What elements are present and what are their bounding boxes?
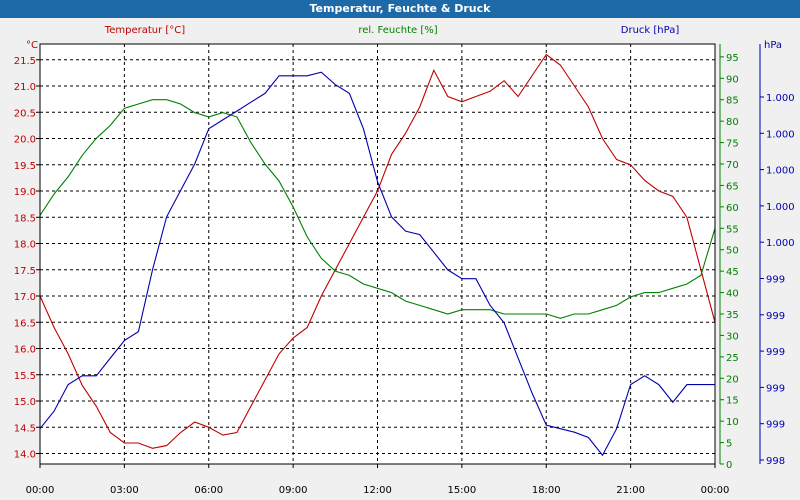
pressure-unit-label: hPa bbox=[764, 40, 782, 51]
pressure-tick-label: 1.000 bbox=[766, 93, 795, 104]
temp-unit-label: °C bbox=[26, 40, 38, 51]
humidity-tick-label: 95 bbox=[726, 53, 739, 64]
x-tick-time: 15:00 bbox=[447, 485, 476, 496]
axis-labels: °C Temperatur [°C] rel. Feuchte [%] Druck [… bbox=[26, 25, 782, 51]
pressure-tick-label: 1.000 bbox=[766, 238, 795, 249]
temp-tick-label: 21.0 bbox=[14, 82, 36, 93]
humidity-tick-label: 50 bbox=[726, 246, 739, 257]
humidity-tick-label: 15 bbox=[726, 396, 739, 407]
temp-tick-label: 18.0 bbox=[14, 240, 36, 251]
x-tick-time: 18:00 bbox=[532, 485, 561, 496]
humidity-tick-label: 25 bbox=[726, 353, 739, 364]
humidity-axis-title: rel. Feuchte [%] bbox=[358, 25, 437, 36]
humidity-tick-label: 10 bbox=[726, 417, 739, 428]
humidity-tick-label: 40 bbox=[726, 289, 739, 300]
x-tick-time: 12:00 bbox=[363, 485, 392, 496]
window-title: Temperatur, Feuchte & Druck bbox=[0, 0, 800, 18]
x-tick-time: 00:00 bbox=[26, 485, 55, 496]
humidity-tick-label: 5 bbox=[726, 439, 732, 450]
pressure-tick-label: 998 bbox=[766, 456, 785, 467]
pressure-tick-label: 1.000 bbox=[766, 166, 795, 177]
pressure-tick-label: 999 bbox=[766, 311, 785, 322]
temp-tick-label: 17.5 bbox=[14, 266, 36, 277]
temp-tick-label: 20.5 bbox=[14, 108, 36, 119]
humidity-tick-label: 80 bbox=[726, 117, 739, 128]
temp-tick-label: 14.0 bbox=[14, 450, 36, 461]
humidity-tick-label: 90 bbox=[726, 74, 739, 85]
axes: 14.0 14.5 15.0 15.5 16.0 16.5 17.0 17.5 18.0 18.5… bbox=[14, 43, 795, 496]
pressure-tick-label: 999 bbox=[766, 383, 785, 394]
temperature-line bbox=[39, 53, 716, 449]
temp-tick-label: 15.0 bbox=[14, 397, 36, 408]
series-layer bbox=[39, 53, 716, 457]
humidity-line bbox=[39, 99, 716, 319]
temp-tick-label: 16.5 bbox=[14, 318, 36, 329]
x-tick-time: 09:00 bbox=[279, 485, 308, 496]
temp-axis-title: Temperatur [°C] bbox=[104, 25, 185, 36]
x-tick-time: 21:00 bbox=[616, 485, 645, 496]
humidity-tick-label: 75 bbox=[726, 139, 739, 150]
humidity-tick-label: 30 bbox=[726, 331, 739, 342]
humidity-tick-label: 55 bbox=[726, 224, 739, 235]
x-tick-time: 03:00 bbox=[110, 485, 139, 496]
humidity-tick-label: 20 bbox=[726, 374, 739, 385]
humidity-tick-label: 65 bbox=[726, 181, 739, 192]
temp-tick-label: 21.5 bbox=[14, 56, 36, 67]
pressure-line bbox=[39, 71, 715, 457]
humidity-tick-label: 85 bbox=[726, 96, 739, 107]
pressure-tick-label: 1.000 bbox=[766, 202, 795, 213]
grid bbox=[40, 44, 715, 464]
weather-line-chart: 14.0 14.5 15.0 15.5 16.0 16.5 17.0 17.5 18.0 18.5… bbox=[0, 18, 800, 500]
temp-tick-label: 14.5 bbox=[14, 423, 36, 434]
humidity-tick-label: 0 bbox=[726, 460, 732, 471]
humidity-tick-label: 45 bbox=[726, 267, 739, 278]
temp-tick-label: 15.5 bbox=[14, 371, 36, 382]
temp-tick-label: 18.5 bbox=[14, 213, 36, 224]
x-tick-time: 00:00 bbox=[701, 485, 730, 496]
temp-tick-label: 19.5 bbox=[14, 161, 36, 172]
humidity-tick-label: 60 bbox=[726, 203, 739, 214]
pressure-tick-label: 999 bbox=[766, 420, 785, 431]
pressure-tick-label: 999 bbox=[766, 347, 785, 358]
pressure-tick-label: 1.000 bbox=[766, 129, 795, 140]
temp-tick-label: 17.0 bbox=[14, 292, 36, 303]
pressure-tick-label: 999 bbox=[766, 275, 785, 286]
temp-tick-label: 19.0 bbox=[14, 187, 36, 198]
x-tick-time: 06:00 bbox=[194, 485, 223, 496]
plot-frame bbox=[39, 43, 716, 465]
pressure-axis-title: Druck [hPa] bbox=[621, 25, 680, 36]
humidity-tick-label: 70 bbox=[726, 160, 739, 171]
temp-tick-label: 20.0 bbox=[14, 135, 36, 146]
humidity-tick-label: 35 bbox=[726, 310, 739, 321]
temp-tick-label: 16.0 bbox=[14, 345, 36, 356]
